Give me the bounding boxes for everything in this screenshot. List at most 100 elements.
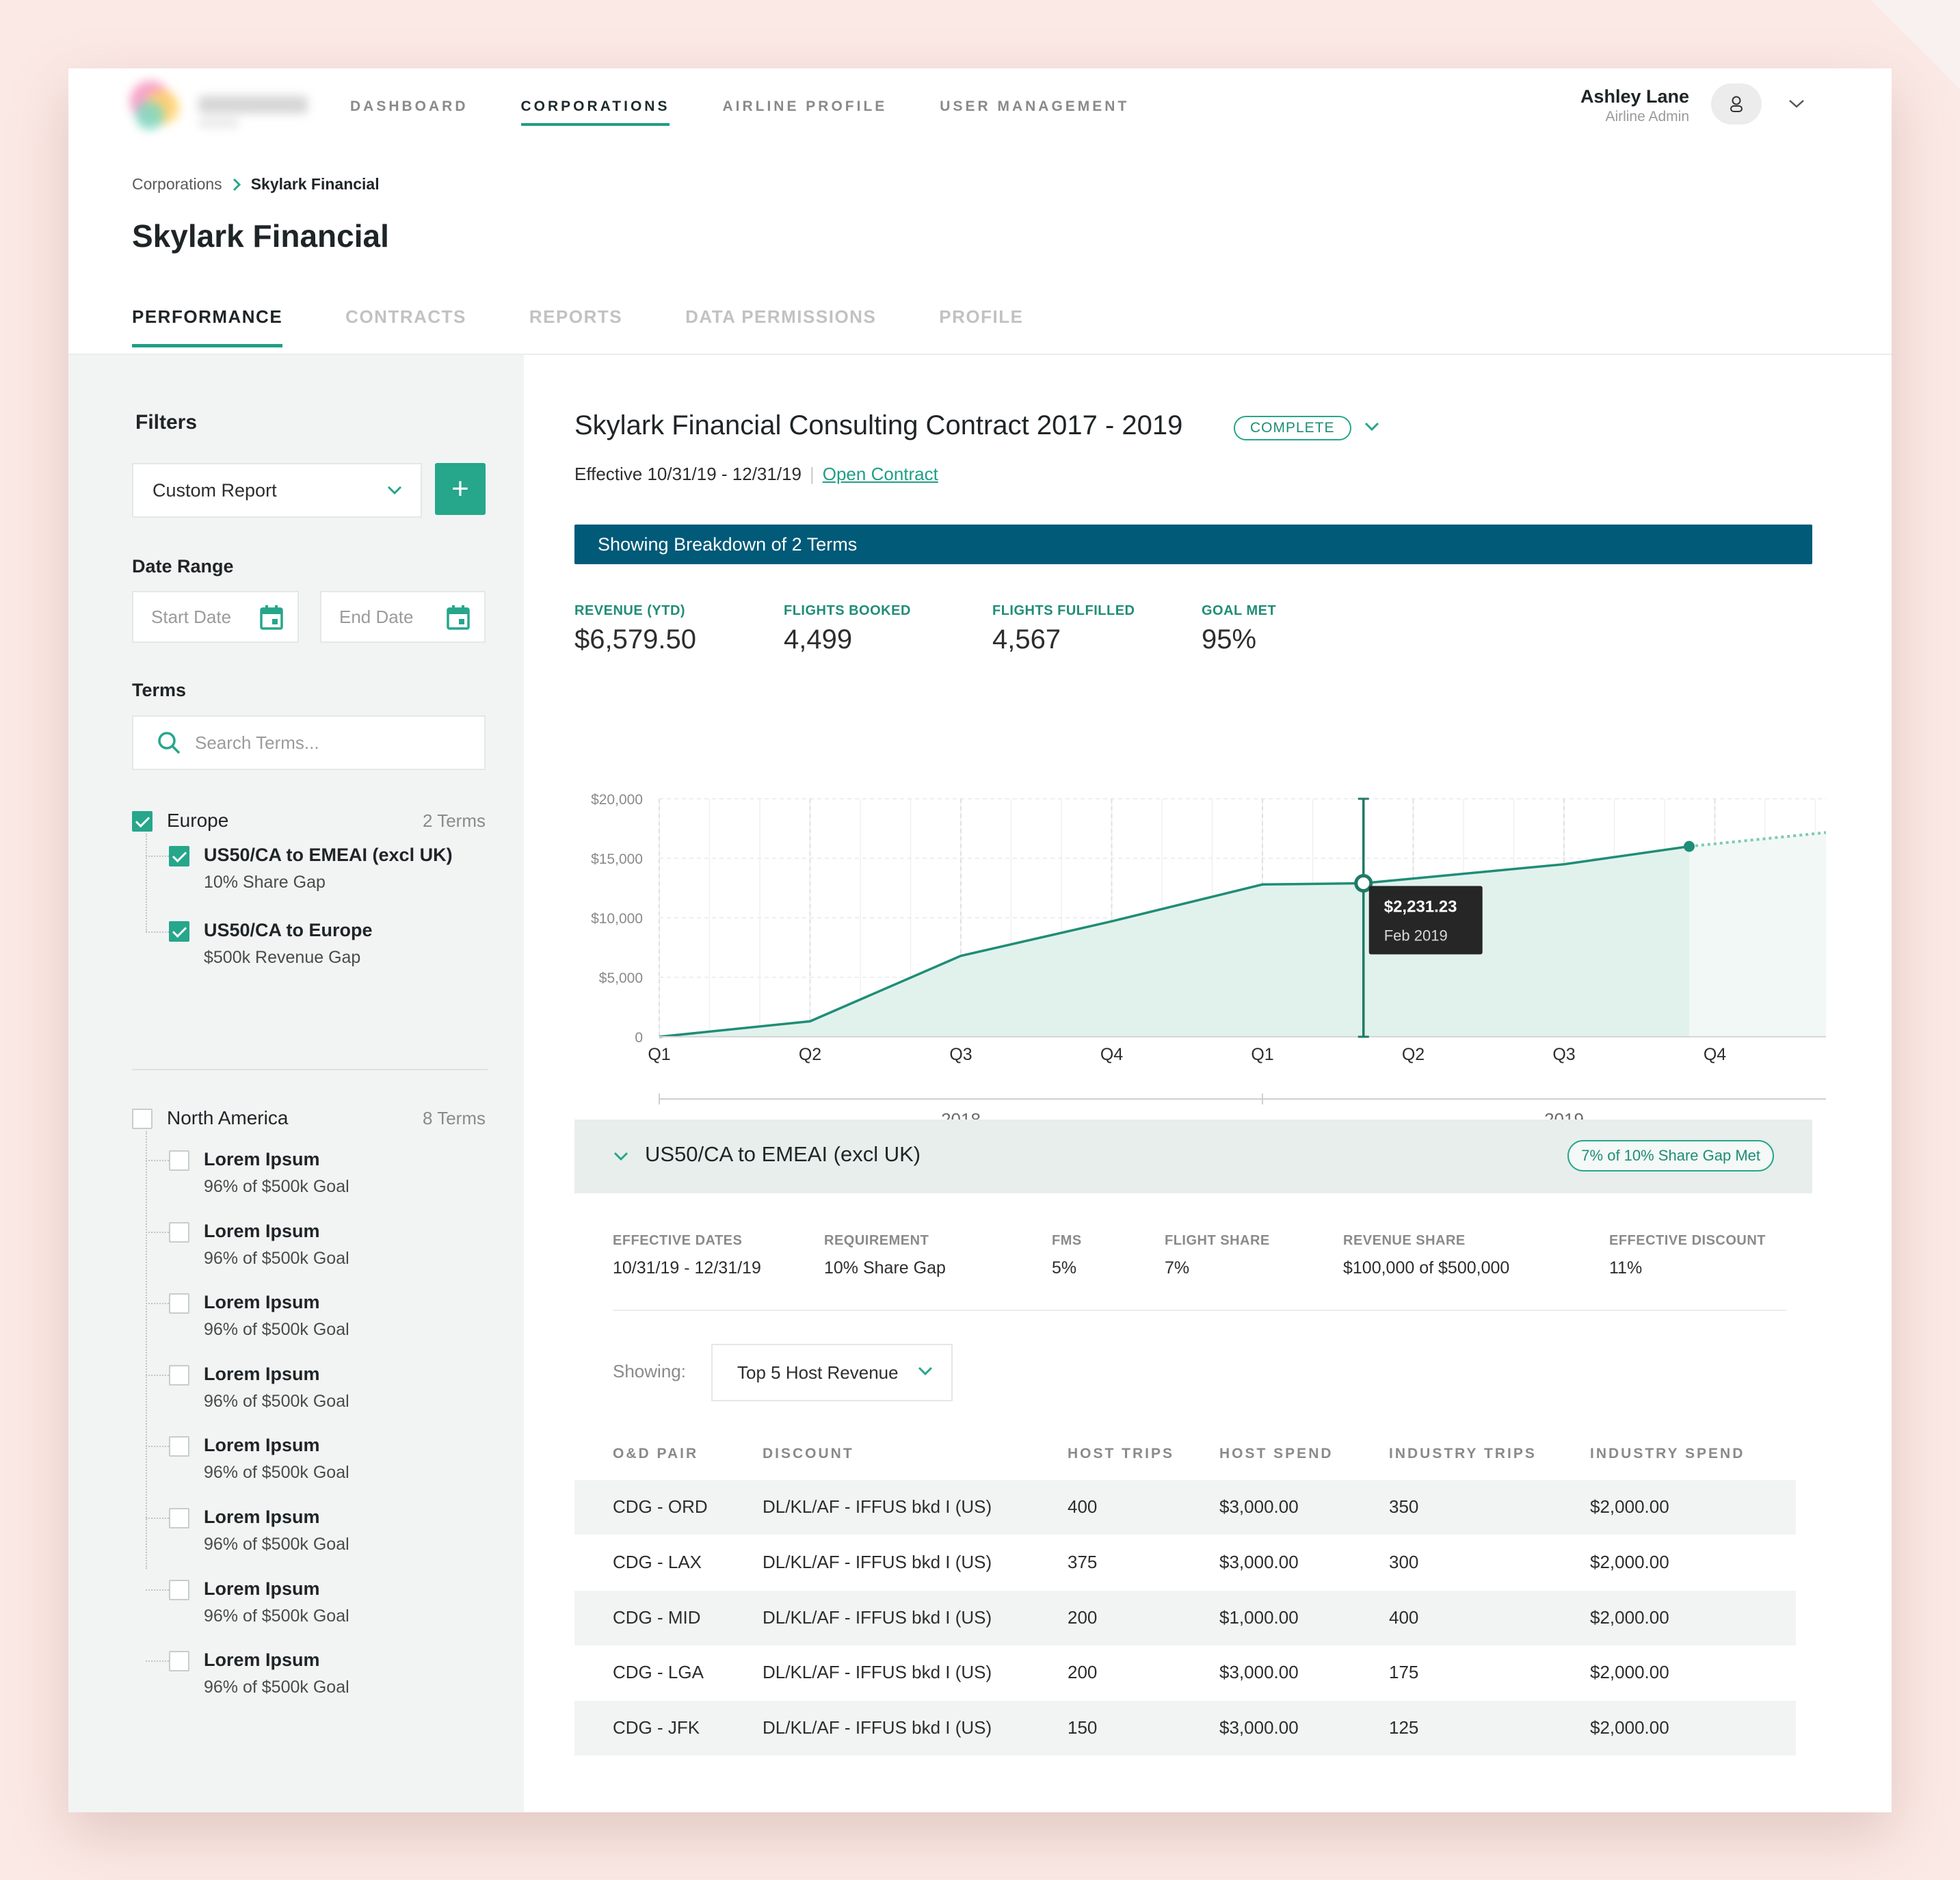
search-icon [158,732,181,754]
breadcrumb-parent[interactable]: Corporations [132,175,222,193]
cell-host-spend: $3,000.00 [1219,1552,1299,1572]
chevron-down-icon [918,1366,933,1376]
cell-industry-spend: $2,000.00 [1590,1607,1669,1628]
x-tick-label: Q2 [799,1045,821,1064]
plus-icon: + [451,472,469,505]
cell-host-trips: 200 [1068,1662,1098,1682]
term-checkbox[interactable] [169,921,189,942]
term-checkbox[interactable] [169,1580,189,1600]
stat-flights-fulfilled: FLIGHTS FULFILLED 4,567 [992,603,1135,655]
cell-host-spend: $3,000.00 [1219,1717,1299,1738]
x-tick-label: Q3 [1552,1045,1575,1064]
term-checkbox[interactable] [169,1150,189,1171]
col-header-od-pair[interactable]: O&D PAIR [613,1446,699,1461]
col-header-host-spend[interactable]: HOST SPEND [1219,1446,1334,1461]
col-header-industry-spend[interactable]: INDUSTRY SPEND [1590,1446,1745,1461]
end-date-field[interactable]: End Date [320,591,486,643]
detail-flight-share: FLIGHT SHARE 7% [1165,1233,1270,1278]
term-accordion-header[interactable]: US50/CA to EMEAI (excl UK) 7% of 10% Sha… [574,1120,1812,1193]
chevron-down-icon[interactable] [1364,421,1380,432]
table-row[interactable]: CDG - ORD DL/KL/AF - IFFUS bkd I (US) 40… [574,1480,1796,1535]
chevron-down-icon[interactable] [1788,98,1805,109]
start-date-field[interactable]: Start Date [132,591,299,643]
cell-od-pair: CDG - LAX [613,1552,702,1572]
showing-select[interactable]: Top 5 Host Revenue [711,1344,953,1401]
top-nav: DASHBOARD CORPORATIONS AIRLINE PROFILE U… [350,98,1182,126]
detail-label: EFFECTIVE DATES [613,1233,743,1248]
cell-industry-spend: $2,000.00 [1590,1496,1669,1517]
group-count-north-america: 8 Terms [423,1108,486,1128]
stat-revenue: REVENUE (YTD) $6,579.50 [574,603,696,655]
term-checkbox[interactable] [169,1651,189,1671]
contract-effective: Effective 10/31/19 - 12/31/19 | Open Contr… [574,464,938,484]
detail-value: 10% Share Gap [824,1258,946,1277]
term-checkbox[interactable] [169,1508,189,1528]
term-subtitle: 96% of $500k Goal [204,1177,349,1196]
term-checkbox[interactable] [169,1436,189,1457]
group-checkbox-europe[interactable] [132,811,153,832]
hover-point [1354,874,1373,893]
col-header-discount[interactable]: DISCOUNT [763,1446,854,1461]
term-checkbox[interactable] [169,1365,189,1386]
avatar[interactable] [1711,83,1762,124]
open-contract-link[interactable]: Open Contract [822,464,938,484]
tab-reports[interactable]: REPORTS [529,306,623,327]
cell-discount: DL/KL/AF - IFFUS bkd I (US) [763,1717,992,1738]
y-tick-label: $20,000 [591,792,643,808]
stat-goal-met: GOAL MET 95% [1202,603,1276,655]
year-label: 2018 [941,1109,981,1122]
detail-divider [613,1310,1786,1311]
nav-user-management[interactable]: USER MANAGEMENT [940,98,1130,114]
term-subtitle: 96% of $500k Goal [204,1606,349,1626]
revenue-chart[interactable]: $20,000 $15,000 $10,000 $5,000 0 Q1 Q2 Q3 Q4 Q1 Q2… [574,766,1826,1122]
tab-data-permissions[interactable]: DATA PERMISSIONS [685,306,877,327]
add-report-button[interactable]: + [435,463,486,515]
stat-value: 4,499 [784,624,853,654]
nav-corporations[interactable]: CORPORATIONS [520,98,670,126]
stat-label: FLIGHTS BOOKED [784,603,911,618]
term-subtitle: 10% Share Gap [204,873,326,892]
cell-host-spend: $3,000.00 [1219,1496,1299,1517]
terms-heading: Terms [132,680,187,700]
year-label: 2019 [1544,1109,1584,1122]
term-checkbox[interactable] [169,846,189,866]
tab-performance[interactable]: PERFORMANCE [132,306,283,347]
status-badge: COMPLETE [1234,416,1351,440]
stat-value: $6,579.50 [574,624,696,654]
nav-airline-profile[interactable]: AIRLINE PROFILE [722,98,888,114]
term-subtitle: 96% of $500k Goal [204,1678,349,1697]
cell-discount: DL/KL/AF - IFFUS bkd I (US) [763,1496,992,1517]
table-row[interactable]: CDG - LAX DL/KL/AF - IFFUS bkd I (US) 37… [574,1535,1796,1590]
tab-contracts[interactable]: CONTRACTS [345,306,466,327]
term-checkbox[interactable] [169,1222,189,1243]
breadcrumb: Corporations Skylark Financial [132,175,380,194]
col-header-industry-trips[interactable]: INDUSTRY TRIPS [1389,1446,1537,1461]
table-row[interactable]: CDG - JFK DL/KL/AF - IFFUS bkd I (US) 15… [574,1701,1796,1756]
cell-discount: DL/KL/AF - IFFUS bkd I (US) [763,1662,992,1682]
brand-logo[interactable] [130,81,315,135]
group-label-north-america: North America [167,1107,289,1128]
y-tick-label: 0 [635,1030,643,1046]
effective-dates: Effective 10/31/19 - 12/31/19 [574,464,802,484]
search-terms-input[interactable]: Search Terms... [132,715,486,770]
header-divider [68,354,1892,355]
group-checkbox-north-america[interactable] [132,1109,153,1129]
x-tick-label: Q3 [949,1045,972,1064]
term-title: US50/CA to EMEAI (excl UK) [204,845,453,865]
x-tick-label: Q1 [1251,1045,1273,1064]
y-tick-label: $15,000 [591,851,643,867]
nav-dashboard[interactable]: DASHBOARD [350,98,468,114]
report-select[interactable]: Custom Report [132,463,422,518]
col-header-host-trips[interactable]: HOST TRIPS [1068,1446,1175,1461]
table-row[interactable]: CDG - LGA DL/KL/AF - IFFUS bkd I (US) 20… [574,1645,1796,1700]
term-title: Lorem Ipsum [204,1292,320,1312]
chevron-down-icon [613,1152,628,1161]
showing-select-value: Top 5 Host Revenue [737,1362,899,1383]
table-row[interactable]: CDG - MID DL/KL/AF - IFFUS bkd I (US) 20… [574,1591,1796,1645]
detail-label: REQUIREMENT [824,1233,929,1248]
cell-industry-trips: 125 [1389,1717,1419,1738]
tab-profile[interactable]: PROFILE [939,306,1024,327]
series-endpoint [1684,840,1695,852]
term-checkbox[interactable] [169,1293,189,1314]
cell-od-pair: CDG - LGA [613,1662,704,1682]
